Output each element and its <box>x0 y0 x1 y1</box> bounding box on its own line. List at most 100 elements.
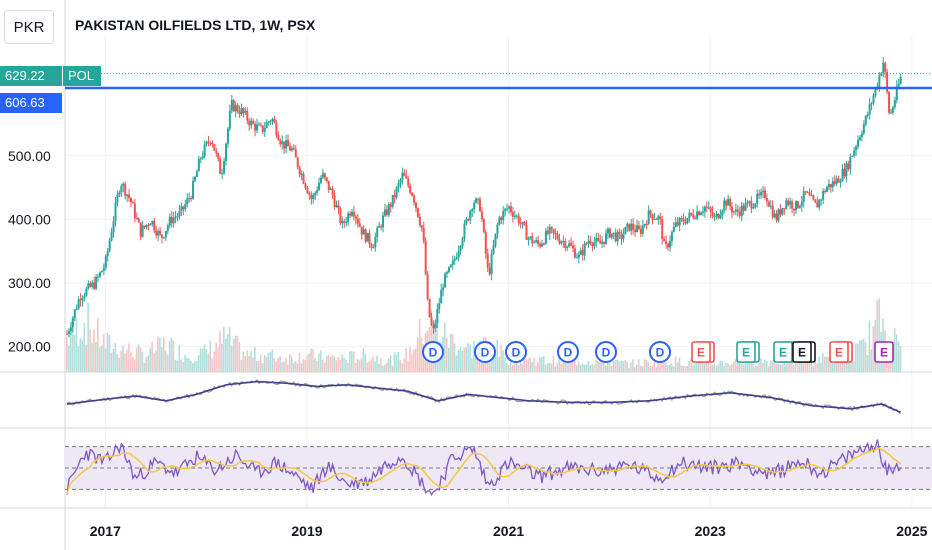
candle <box>742 202 745 215</box>
volume-bar <box>814 358 816 372</box>
candle <box>112 216 115 238</box>
volume-bar <box>610 365 613 372</box>
volume-bar <box>155 350 157 372</box>
candle <box>895 80 898 104</box>
candle <box>131 200 134 204</box>
earnings-marker[interactable]: E <box>874 341 894 363</box>
candle <box>83 292 86 302</box>
candle <box>847 160 850 172</box>
candle <box>108 237 111 253</box>
dividend-marker[interactable]: D <box>557 341 579 363</box>
candle <box>153 218 156 234</box>
candle <box>492 239 495 255</box>
currency-badge[interactable]: PKR <box>4 10 54 44</box>
volume-bar <box>157 336 159 372</box>
candle <box>758 189 761 199</box>
volume-bar <box>254 346 256 372</box>
earnings-marker[interactable]: E <box>736 341 760 363</box>
candle <box>358 218 361 228</box>
volume-bar <box>810 354 813 372</box>
volume-bar <box>329 356 332 372</box>
earnings-marker[interactable]: E <box>691 341 715 363</box>
volume-bar <box>740 364 743 372</box>
candle <box>376 225 379 243</box>
volume-bar <box>661 357 663 372</box>
volume-bar <box>674 356 677 372</box>
candle <box>820 198 823 206</box>
candle <box>399 177 402 189</box>
dividend-marker[interactable]: D <box>649 341 671 363</box>
candle <box>736 205 739 217</box>
volume-bar <box>256 361 258 372</box>
volume-bar <box>783 355 785 372</box>
symbol-tag: POL <box>63 66 101 86</box>
candle <box>129 197 132 208</box>
volume-bar <box>742 364 745 372</box>
candle <box>690 212 693 217</box>
x-tick-label: 2025 <box>896 523 927 539</box>
volume-bar <box>765 360 768 372</box>
volume-bar <box>232 339 235 372</box>
candle <box>75 304 78 311</box>
volume-bar <box>137 344 140 372</box>
volume-bar <box>767 365 770 372</box>
volume-bar <box>723 366 725 372</box>
volume-bar <box>779 364 782 372</box>
candle <box>831 177 834 192</box>
volume-bar <box>162 337 165 372</box>
volume-bar <box>430 309 433 372</box>
volume-bar <box>798 357 801 372</box>
volume-bar <box>893 327 896 372</box>
candle <box>465 216 468 226</box>
candle <box>257 121 260 126</box>
candle <box>672 222 675 233</box>
earnings-marker[interactable]: E <box>792 341 816 363</box>
candle <box>744 197 747 212</box>
candle <box>568 239 571 248</box>
volume-bar <box>467 343 469 372</box>
volume-bar <box>416 337 419 372</box>
earnings-marker[interactable]: E <box>829 341 853 363</box>
candle <box>319 174 322 185</box>
candle <box>442 283 445 297</box>
rsi-pane[interactable] <box>65 439 932 496</box>
volume-bar <box>455 355 458 372</box>
volume-bar <box>667 365 669 372</box>
x-tick-label: 2017 <box>90 523 121 539</box>
dividend-marker[interactable]: D <box>505 341 527 363</box>
volume-bar <box>517 365 520 372</box>
volume-bar <box>529 357 531 372</box>
candle <box>389 202 392 213</box>
volume-bar <box>506 363 508 372</box>
volume-bar <box>133 359 136 372</box>
candle <box>661 215 664 245</box>
oscillator-pane[interactable] <box>66 378 902 415</box>
candle <box>267 120 270 126</box>
volume-bar <box>192 363 194 372</box>
volume-bar <box>513 362 516 372</box>
dividend-marker[interactable]: D <box>422 341 444 363</box>
volume-bar <box>164 350 167 372</box>
volume-bar <box>95 342 97 372</box>
candle <box>560 240 563 246</box>
candle <box>205 140 208 147</box>
volume-bar <box>785 364 787 372</box>
volume-bar <box>248 356 250 372</box>
volume-bar <box>876 300 879 372</box>
volume-bar <box>550 363 553 372</box>
volume-bar <box>626 361 628 372</box>
volume-bar <box>230 345 233 372</box>
volume-bar <box>351 351 353 372</box>
candle <box>190 195 193 202</box>
candle <box>750 196 753 214</box>
dividend-marker[interactable]: D <box>474 341 496 363</box>
volume-bar <box>246 350 248 372</box>
volume-bar <box>341 354 343 372</box>
dividend-marker[interactable]: D <box>595 341 617 363</box>
candle <box>725 199 728 211</box>
candle-series[interactable] <box>66 56 902 338</box>
candle <box>329 186 332 191</box>
